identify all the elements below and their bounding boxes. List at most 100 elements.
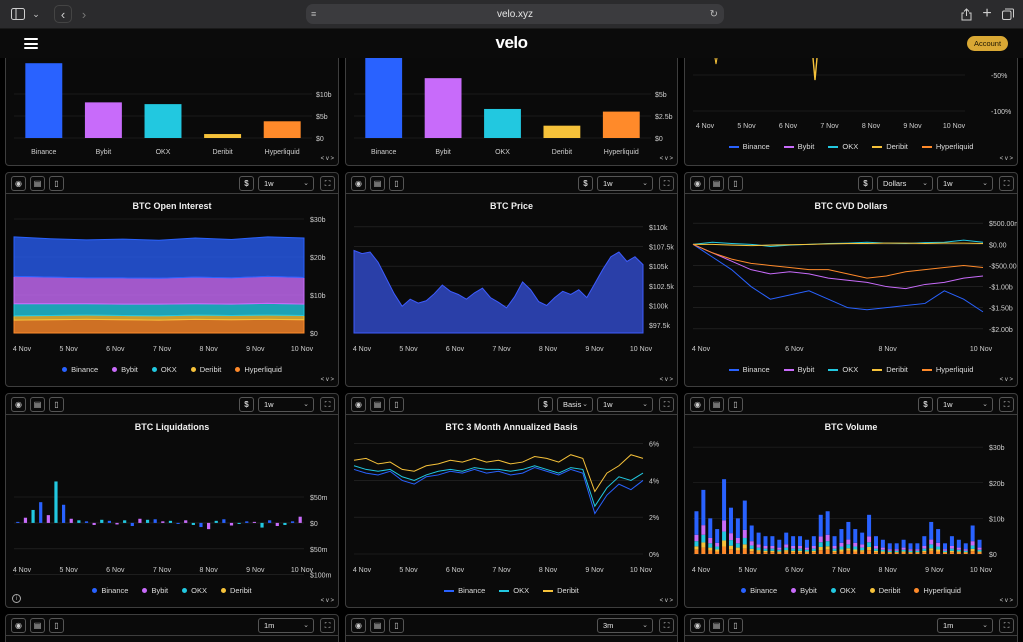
volume-bar-binance[interactable]	[956, 539, 961, 548]
volume-bar-bybit[interactable]	[887, 549, 892, 551]
legend-item-bybit[interactable]: Bybit	[112, 365, 138, 374]
legend-item-binance[interactable]: Binance	[444, 586, 485, 595]
volume-bar-bybit[interactable]	[784, 544, 789, 548]
volume-bar-bybit[interactable]	[846, 539, 851, 545]
volume-bar-binance[interactable]	[970, 525, 975, 542]
liquidation-bar[interactable]	[84, 521, 89, 523]
volume-bar-deribit[interactable]	[880, 551, 885, 553]
volume-bar-hyperliquid[interactable]	[880, 552, 885, 554]
legend-item-okx[interactable]: OKX	[828, 365, 858, 374]
legend-item-hyperliquid[interactable]: Hyperliquid	[921, 365, 973, 374]
volume-bar-deribit[interactable]	[839, 549, 844, 552]
volume-bar-binance[interactable]	[929, 521, 934, 540]
liquidation-bar[interactable]	[184, 520, 188, 523]
volume-bar-bybit[interactable]	[708, 537, 713, 544]
legend-item-okx[interactable]: OKX	[830, 586, 856, 595]
liquidation-bar[interactable]	[260, 522, 264, 528]
volume-bar-hyperliquid[interactable]	[846, 550, 851, 554]
volume-bar-deribit[interactable]	[873, 550, 878, 553]
volume-bar-binance[interactable]	[735, 518, 740, 538]
legend-item-binance[interactable]: Binance	[728, 365, 770, 374]
screenshot-camera-icon[interactable]: ◉	[351, 176, 366, 191]
chart-nav-arrows[interactable]: < v >	[320, 156, 334, 162]
bar-binance[interactable]	[365, 58, 403, 138]
volume-bar-deribit[interactable]	[825, 546, 830, 550]
volume-bar-binance[interactable]	[825, 511, 830, 535]
volume-bar-bybit[interactable]	[818, 536, 823, 543]
volume-bar-binance[interactable]	[846, 521, 851, 540]
volume-bar-hyperliquid[interactable]	[908, 552, 913, 554]
legend-item-binance[interactable]: Binance	[728, 142, 770, 151]
series-line-deribit[interactable]	[714, 58, 718, 65]
volume-bar-binance[interactable]	[908, 543, 913, 550]
fullscreen-icon[interactable]: ⛶	[320, 397, 335, 412]
volume-bar-binance[interactable]	[756, 532, 761, 545]
volume-bar-hyperliquid[interactable]	[763, 552, 768, 554]
volume-bar-hyperliquid[interactable]	[798, 552, 803, 554]
volume-bar-okx[interactable]	[832, 548, 837, 551]
series-line-deribit-spike[interactable]	[812, 58, 818, 81]
legend-item-bybit[interactable]: Bybit	[791, 586, 817, 595]
volume-bar-okx[interactable]	[756, 547, 761, 551]
volume-bar-deribit[interactable]	[853, 549, 858, 552]
legend-item-deribit[interactable]: Deribit	[220, 586, 252, 595]
liquidation-bar[interactable]	[268, 520, 272, 523]
volume-bar-bybit[interactable]	[701, 525, 706, 535]
chart-nav-arrows[interactable]: < v >	[659, 156, 673, 162]
liquidation-bar[interactable]	[145, 519, 150, 523]
volume-bar-hyperliquid[interactable]	[929, 550, 934, 554]
bar-deribit[interactable]	[204, 134, 242, 138]
volume-bar-bybit[interactable]	[860, 544, 865, 548]
timeframe-select[interactable]: 1w ⌄	[937, 176, 993, 191]
tab-overview-chevron-icon[interactable]: ⌄	[32, 8, 40, 19]
chart-nav-arrows[interactable]: < v >	[320, 377, 334, 383]
export-file-icon[interactable]: ▯	[49, 397, 64, 412]
volume-bar-okx[interactable]	[846, 544, 851, 549]
volume-bar-bybit[interactable]	[970, 541, 975, 546]
volume-bar-binance[interactable]	[715, 529, 720, 543]
screenshot-camera-icon[interactable]: ◉	[690, 176, 705, 191]
volume-bar-binance[interactable]	[784, 532, 789, 545]
currency-dollar-button[interactable]: $	[918, 397, 933, 412]
clipboard-icon[interactable]: ▤	[30, 618, 45, 633]
chart-nav-arrows[interactable]: < v >	[659, 598, 673, 604]
bar-binance[interactable]	[25, 63, 63, 139]
legend-item-bybit[interactable]: Bybit	[783, 142, 814, 151]
series-line-deribit[interactable]	[693, 242, 984, 247]
legend-item-okx[interactable]: OKX	[499, 586, 529, 595]
volume-bar-bybit[interactable]	[908, 549, 913, 551]
bar-hyperliquid[interactable]	[263, 121, 301, 138]
legend-item-hyperliquid[interactable]: Hyperliquid	[914, 586, 961, 595]
volume-bar-bybit[interactable]	[715, 542, 720, 547]
fullscreen-icon[interactable]: ⛶	[320, 176, 335, 191]
volume-bar-bybit[interactable]	[977, 547, 982, 550]
volume-bar-deribit[interactable]	[756, 550, 761, 552]
legend-item-binance[interactable]: Binance	[92, 586, 128, 595]
volume-bar-deribit[interactable]	[701, 542, 706, 548]
volume-bar-binance[interactable]	[977, 539, 982, 548]
legend-item-deribit[interactable]: Deribit	[190, 365, 221, 374]
volume-bar-okx[interactable]	[949, 548, 954, 551]
volume-bar-bybit[interactable]	[770, 545, 775, 549]
share-icon[interactable]	[958, 4, 974, 24]
sidebar-toggle-icon[interactable]	[10, 4, 26, 24]
volume-bar-bybit[interactable]	[943, 549, 948, 551]
volume-bar-deribit[interactable]	[963, 552, 968, 553]
volume-bar-bybit[interactable]	[901, 547, 906, 550]
bar-okx[interactable]	[484, 108, 521, 138]
volume-bar-okx[interactable]	[894, 550, 899, 553]
volume-bar-bybit[interactable]	[894, 549, 899, 551]
volume-bar-binance[interactable]	[949, 536, 954, 546]
liquidation-bar[interactable]	[283, 522, 287, 525]
screenshot-camera-icon[interactable]: ◉	[690, 618, 705, 633]
volume-bar-bybit[interactable]	[832, 545, 837, 549]
volume-bar-bybit[interactable]	[929, 539, 934, 545]
volume-bar-hyperliquid[interactable]	[777, 552, 782, 554]
liquidation-bar[interactable]	[229, 522, 234, 526]
volume-bar-bybit[interactable]	[728, 533, 733, 541]
volume-bar-okx[interactable]	[701, 534, 706, 543]
volume-bar-binance[interactable]	[708, 518, 713, 538]
currency-dollar-button[interactable]: $	[858, 176, 873, 191]
volume-bar-binance[interactable]	[777, 539, 782, 548]
volume-bar-hyperliquid[interactable]	[715, 551, 720, 554]
